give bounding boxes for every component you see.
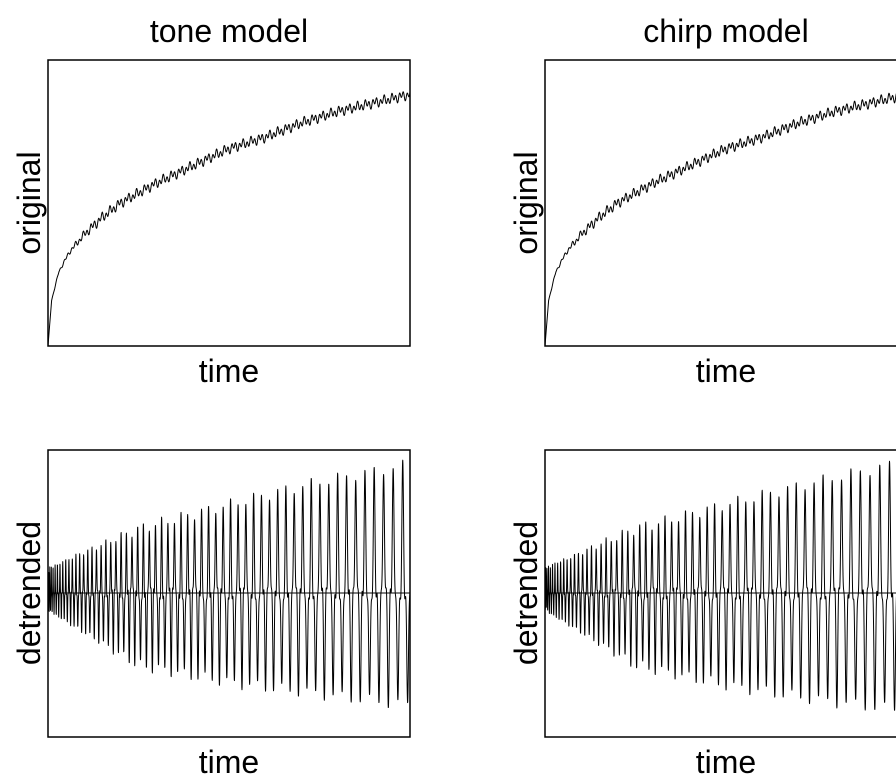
plot-frame <box>544 59 896 347</box>
x-axis-label: time <box>199 353 259 389</box>
y-axis-label: original <box>508 151 544 254</box>
original-series-line <box>47 91 411 347</box>
detrended-series-line <box>544 460 896 711</box>
panel-chirp-original: time original <box>508 59 896 389</box>
x-axis-label: time <box>199 744 259 778</box>
x-axis-label: time <box>696 744 756 778</box>
x-axis-label: time <box>696 353 756 389</box>
y-axis-label: detrended <box>508 521 544 665</box>
panel-tone-original: time original <box>11 59 411 389</box>
plot-frame <box>47 59 411 347</box>
detrended-series-line <box>47 459 411 709</box>
y-axis-label: detrended <box>11 521 47 665</box>
panel-tone-detrended: time detrended <box>11 449 411 778</box>
y-axis-label: original <box>11 151 47 254</box>
title-tone-model: tone model <box>150 13 308 49</box>
panel-chirp-detrended: time detrended <box>508 449 896 778</box>
title-chirp-model: chirp model <box>643 13 808 49</box>
original-series-line <box>544 92 896 347</box>
